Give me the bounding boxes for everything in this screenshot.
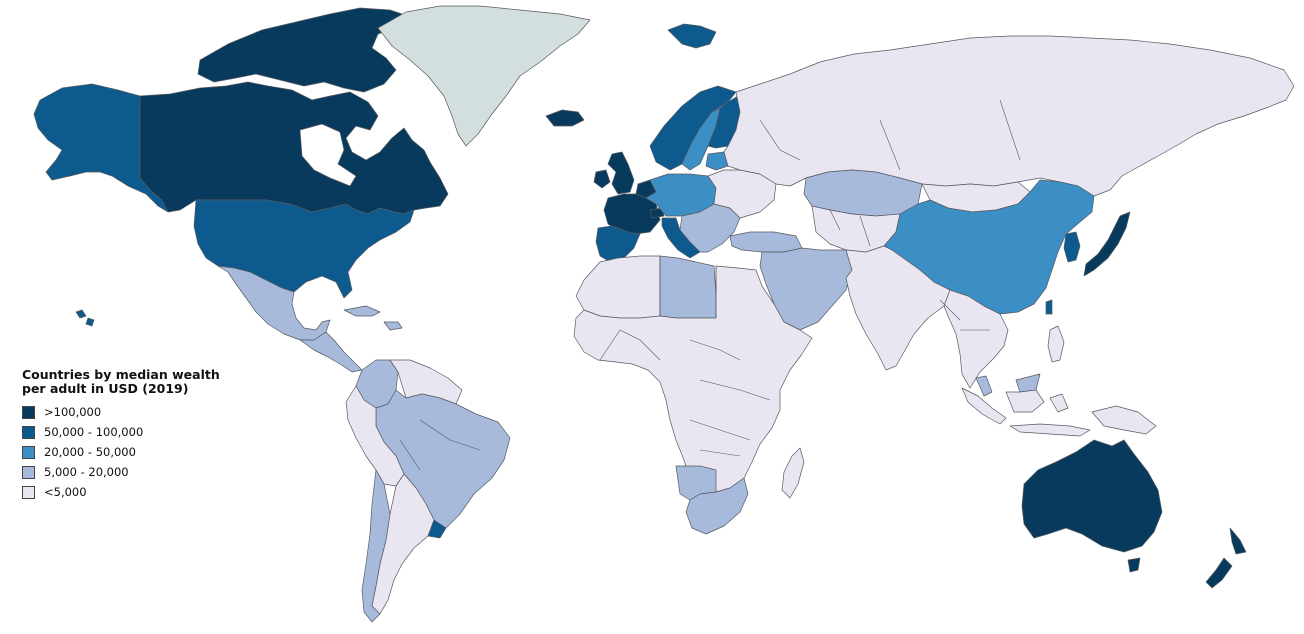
sub-saharan-africa xyxy=(573,265,813,495)
southeast-asia xyxy=(943,289,1009,389)
russia xyxy=(723,35,1295,197)
legend-label: <5,000 xyxy=(44,485,87,499)
hudson-bay xyxy=(299,123,357,187)
legend: Countries by median wealth per adult in … xyxy=(22,368,242,502)
indonesia xyxy=(961,387,1091,437)
madagascar xyxy=(781,447,805,499)
papua-new-guinea xyxy=(1091,405,1157,435)
baltics xyxy=(705,151,729,171)
switzerland xyxy=(649,207,665,219)
ireland xyxy=(593,169,611,189)
uk xyxy=(607,151,635,195)
legend-label: 50,000 - 100,000 xyxy=(44,425,144,439)
turkey xyxy=(729,231,803,253)
caribbean xyxy=(343,305,403,331)
libya xyxy=(659,255,717,319)
australia xyxy=(1021,439,1163,553)
legend-item: 50,000 - 100,000 xyxy=(22,422,242,442)
legend-item: >100,000 xyxy=(22,402,242,422)
scandinavia xyxy=(649,85,737,171)
legend-swatch xyxy=(22,445,35,459)
japan xyxy=(1083,211,1131,277)
legend-item: 5,000 - 20,000 xyxy=(22,462,242,482)
chile xyxy=(361,469,391,623)
taiwan xyxy=(1045,299,1053,315)
legend-title: Countries by median wealth per adult in … xyxy=(22,367,220,396)
mexico xyxy=(217,265,331,341)
france xyxy=(603,193,661,235)
greenland xyxy=(377,5,591,147)
uruguay xyxy=(427,519,447,539)
legend-swatch xyxy=(22,405,35,419)
philippines xyxy=(1047,325,1065,363)
central-america xyxy=(299,331,363,373)
legend-label: 20,000 - 50,000 xyxy=(44,445,136,459)
balkans xyxy=(679,203,741,253)
legend-swatch xyxy=(22,485,35,499)
eastern-europe xyxy=(707,169,777,219)
iberia xyxy=(595,225,641,263)
legend-item: 20,000 - 50,000 xyxy=(22,442,242,462)
middle-east xyxy=(759,247,853,331)
new-zealand xyxy=(1205,527,1247,589)
legend-item: <5,000 xyxy=(22,482,242,502)
india-south-asia xyxy=(845,245,951,371)
korea xyxy=(1063,231,1081,263)
hawaii xyxy=(75,309,95,327)
country-borders xyxy=(399,99,1021,471)
legend-label: 5,000 - 20,000 xyxy=(44,465,129,479)
south-africa xyxy=(685,477,749,535)
legend-label: >100,000 xyxy=(44,405,102,419)
alaska xyxy=(33,83,169,213)
legend-swatch xyxy=(22,425,35,439)
tasmania xyxy=(1127,557,1141,573)
canadian-arctic-islands xyxy=(197,7,409,93)
svalbard xyxy=(667,23,717,49)
legend-swatch xyxy=(22,465,35,479)
iceland xyxy=(545,109,585,127)
